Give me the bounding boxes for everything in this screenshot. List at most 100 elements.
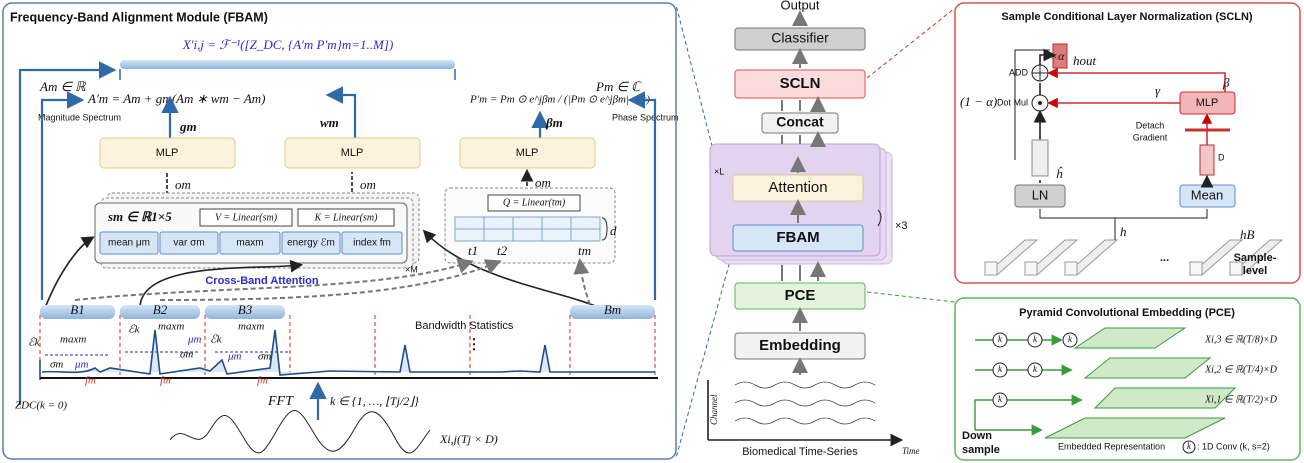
axis-label: Channel: [709, 394, 719, 425]
symbol: gm: [179, 119, 197, 134]
symbol: μm: [227, 351, 242, 363]
label: FBAM: [776, 229, 819, 246]
mlp-label: MLP: [516, 147, 539, 159]
formula: X′i,j = ℱ⁻¹([Z_DC, {A′m P′m}m=1..M]): [182, 37, 394, 52]
symbol: σm: [258, 351, 271, 363]
stat-label: energy ℰm: [287, 238, 335, 249]
diagram: Frequency-Band Alignment Module (FBAM) X…: [0, 0, 1304, 463]
label: ×3: [895, 220, 908, 232]
feature-block: [1025, 262, 1037, 275]
shape: mean μm var σm maxm energy ℰm index fm: [100, 232, 402, 254]
shape: [1032, 140, 1048, 176]
line-shape: [782, 100, 818, 111]
formula: Xi,j(Tj × D): [439, 432, 498, 446]
stat-label: index fm: [353, 238, 391, 249]
symbol: σm: [180, 349, 193, 361]
symbol: D: [1218, 152, 1225, 162]
label: ×M: [405, 264, 418, 274]
formula: Q = Linear(tm): [503, 197, 566, 208]
symbol: fm: [257, 375, 268, 387]
label: Embedding: [759, 337, 841, 354]
symbol: maxm: [238, 321, 264, 333]
formula: k ∈ {1, …, ⌊Tj/2⌋}: [330, 394, 419, 408]
symbol: om: [360, 177, 376, 192]
feature-block: [1190, 262, 1202, 275]
axis-label: Time: [902, 446, 920, 456]
symbol: γ: [1155, 83, 1161, 98]
bracket: [120, 60, 455, 69]
band-label: B2: [153, 302, 168, 317]
label: FFT: [267, 394, 294, 409]
line-shape: [735, 382, 875, 424]
label: Biomedical Time-Series: [742, 446, 858, 458]
mlp-label: MLP: [341, 147, 364, 159]
shape: [1038, 101, 1042, 105]
symbol: σm: [50, 359, 63, 371]
legend-label: : 1D Conv (k, s=2): [1197, 441, 1270, 451]
row-label: Xi,3 ∈ ℝ(T/8)×D: [1204, 334, 1278, 345]
symbol: hB: [1240, 227, 1255, 242]
connector: [867, 292, 955, 302]
symbol: ĥ: [1056, 166, 1063, 181]
label: Concat: [776, 114, 824, 130]
label: Output: [780, 0, 819, 12]
symbol: d: [610, 223, 617, 238]
symbol: fm: [85, 375, 96, 387]
stat-label: var σm: [173, 238, 204, 249]
label: Classifier: [771, 30, 829, 46]
row-label: Xi,2 ∈ ℝ(T/4)×D: [1204, 364, 1278, 375]
band-label: B1: [70, 302, 84, 317]
symbol: μm: [187, 334, 202, 346]
symbol: tm: [578, 243, 591, 258]
label: Phase Spectrum: [612, 112, 679, 122]
symbol: wm: [320, 115, 339, 130]
label: ADD: [1009, 67, 1029, 77]
panel-title: Frequency-Band Alignment Module (FBAM): [10, 10, 268, 24]
band-label: Bm: [604, 302, 621, 317]
symbol: βm: [545, 115, 563, 130]
label: Gradient: [1133, 132, 1168, 142]
panel-title: Sample Conditional Layer Normalization (…: [1001, 11, 1253, 23]
symbol: maxm: [60, 334, 86, 346]
line-shape: [782, 265, 818, 281]
label: Attention: [768, 179, 827, 196]
label: SCLN: [780, 75, 821, 92]
feature-block: [1230, 262, 1242, 275]
symbol: fm: [160, 375, 171, 387]
label: Detach: [1136, 120, 1165, 130]
formula: Am ∈ ℝ: [39, 79, 86, 94]
formula: Pm ∈ ℂ: [595, 79, 642, 94]
shape: [1200, 145, 1214, 175]
symbol: t2: [497, 243, 508, 258]
symbol: ℰk: [28, 337, 41, 349]
label: Sample-: [1234, 252, 1277, 264]
mlp-label: MLP: [156, 147, 179, 159]
symbol: (1 − α): [960, 94, 997, 109]
symbol: hout: [1073, 53, 1097, 68]
symbol: β: [1222, 75, 1230, 90]
formula: P′m = Pm ⊙ e^jβm / (|Pm ⊙ e^jβm| + ε): [469, 94, 650, 106]
feature-block: [1065, 262, 1077, 275]
label: level: [1243, 265, 1267, 277]
stat-label: mean μm: [108, 238, 150, 249]
label: Bandwidth Statistics: [415, 320, 514, 332]
symbol: t1: [468, 243, 478, 258]
formula: V = Linear(sm): [215, 212, 278, 223]
formula: A′m = Am + gm(Am ∗ wm − Am): [87, 91, 266, 106]
symbol: om: [175, 177, 191, 192]
symbol: ℰk: [128, 324, 141, 336]
label: ×L: [714, 166, 724, 176]
label: LN: [1032, 187, 1049, 202]
label: Down: [962, 430, 992, 442]
symbol: ℰk: [210, 334, 223, 346]
formula: sm ∈ ℝ1×5: [107, 209, 172, 224]
connector: [676, 250, 733, 458]
label: Dot Mul: [997, 97, 1028, 107]
panel-title: Pyramid Convolutional Embedding (PCE): [1019, 307, 1235, 319]
symbol: μm: [74, 359, 89, 371]
mlp-label: MLP: [1196, 97, 1219, 109]
line-shape: [782, 135, 818, 144]
stat-label: maxm: [236, 238, 263, 249]
band-label: B3: [238, 302, 253, 317]
symbol: maxm: [158, 321, 184, 333]
